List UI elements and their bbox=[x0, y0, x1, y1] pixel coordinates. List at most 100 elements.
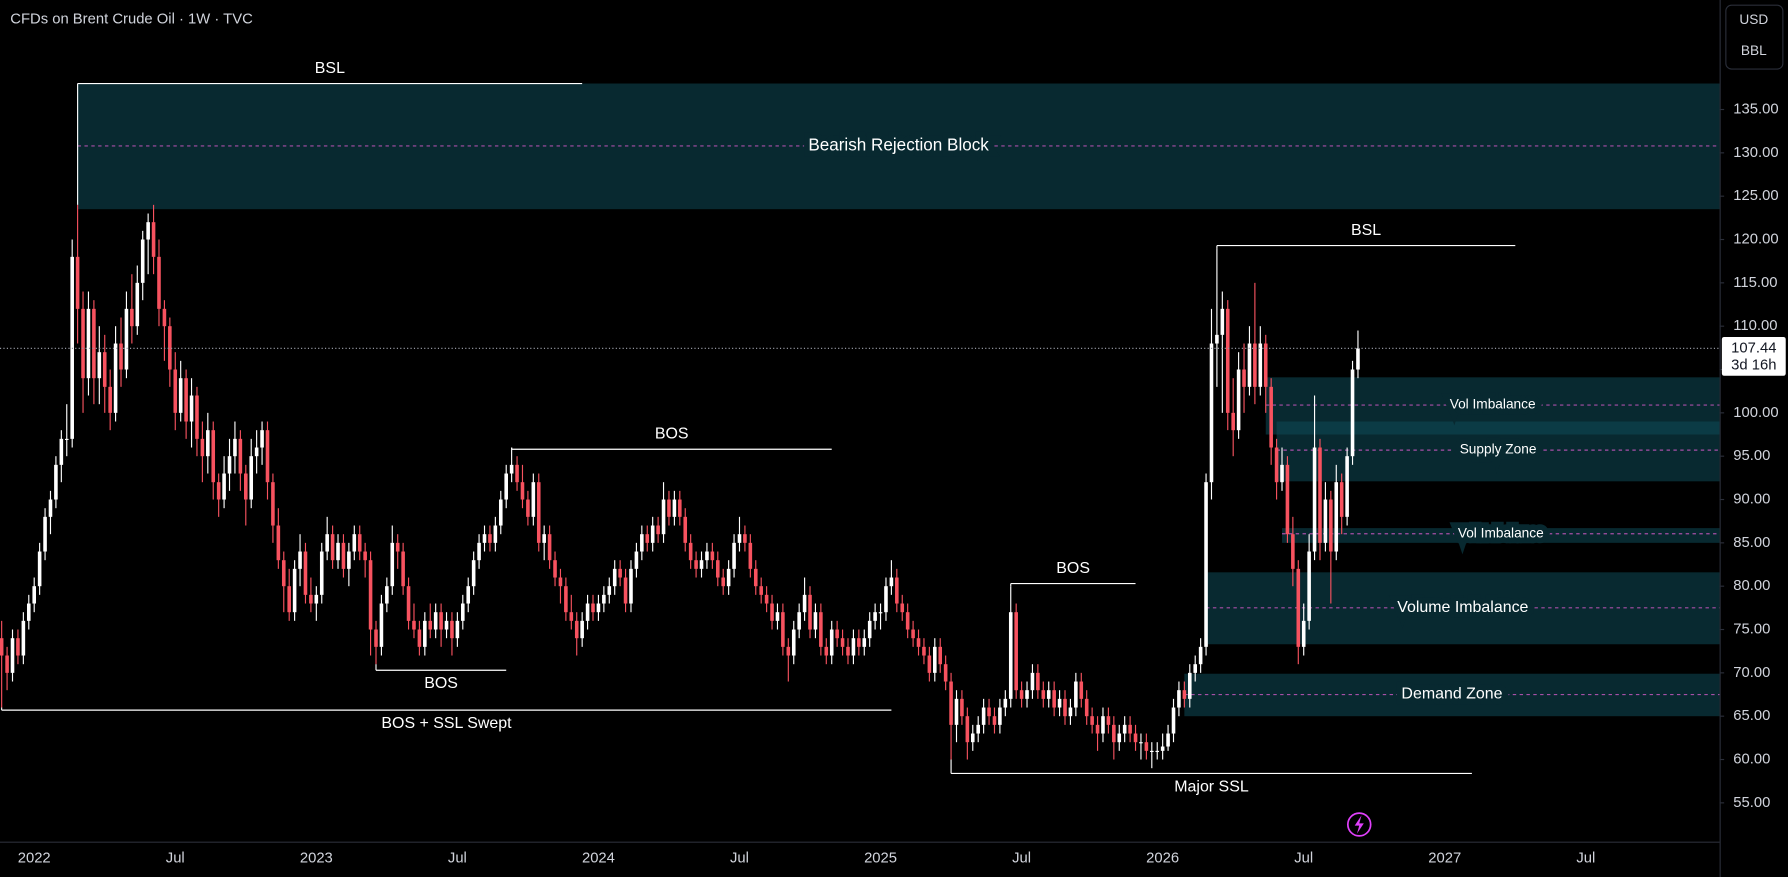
y-tick-label: 90.00 bbox=[1733, 491, 1770, 507]
candle-body bbox=[325, 534, 329, 552]
candle-body bbox=[140, 239, 145, 283]
candle-body bbox=[1008, 612, 1013, 699]
candle-body bbox=[1057, 698, 1062, 708]
candle-body bbox=[1063, 698, 1067, 717]
candle-body bbox=[987, 707, 991, 717]
candle-body bbox=[10, 638, 15, 673]
candle-body bbox=[184, 378, 188, 422]
candle-body bbox=[802, 594, 807, 613]
zone-label: Vol Imbalance bbox=[1450, 397, 1536, 412]
candle-body bbox=[86, 308, 91, 379]
candle-body bbox=[683, 516, 688, 543]
candle-body bbox=[1204, 482, 1208, 647]
level-label: BOS bbox=[655, 426, 689, 443]
candle-body bbox=[1182, 690, 1187, 699]
candle-body bbox=[1187, 672, 1192, 699]
candle-body bbox=[564, 586, 568, 613]
candle-body bbox=[1171, 707, 1176, 734]
candle-body bbox=[998, 707, 1002, 725]
candle-body bbox=[412, 620, 416, 630]
candle-body bbox=[64, 438, 69, 440]
candle-body bbox=[764, 594, 769, 604]
candle-body bbox=[829, 629, 834, 656]
unit[interactable]: BBL bbox=[1741, 43, 1767, 58]
candle-body bbox=[428, 620, 433, 630]
candle-body bbox=[298, 551, 302, 569]
candle-body bbox=[678, 499, 682, 517]
candle-body bbox=[168, 326, 172, 370]
candle-body bbox=[1307, 551, 1311, 621]
candle-body bbox=[743, 534, 747, 543]
x-tick-label: Jul bbox=[1012, 851, 1031, 867]
candle-body bbox=[748, 542, 753, 569]
symbol-title[interactable]: CFDs on Brent Crude Oil · 1W · TVC bbox=[10, 11, 253, 27]
candle-body bbox=[75, 256, 80, 309]
candle-body bbox=[553, 560, 557, 578]
candle-body bbox=[954, 698, 959, 725]
candle-body bbox=[813, 612, 818, 630]
candle-body bbox=[840, 638, 845, 647]
candle-body bbox=[1101, 716, 1105, 734]
candle-body bbox=[319, 551, 324, 595]
candle-body bbox=[102, 352, 107, 387]
candle-body bbox=[1242, 369, 1246, 387]
candle-body bbox=[5, 655, 9, 673]
last-price-label: 107.44 bbox=[1731, 340, 1776, 356]
candle-body bbox=[406, 586, 411, 621]
countdown: 3d 16h bbox=[1731, 357, 1776, 373]
candle-body bbox=[721, 577, 726, 587]
candle-body bbox=[1068, 707, 1073, 717]
candle-body bbox=[970, 733, 975, 743]
candle-body bbox=[965, 716, 970, 743]
candle-body bbox=[48, 499, 53, 517]
candle-body bbox=[450, 620, 454, 639]
candle-body bbox=[330, 534, 335, 561]
candle-body bbox=[385, 586, 389, 604]
x-tick-label: Jul bbox=[166, 851, 185, 867]
candle-body bbox=[1095, 724, 1100, 734]
candle-body bbox=[715, 560, 720, 578]
candle-body bbox=[992, 716, 997, 725]
candle-body bbox=[916, 638, 921, 647]
candle-body bbox=[531, 482, 536, 517]
candle-body bbox=[92, 308, 96, 379]
candle-body bbox=[1117, 733, 1122, 743]
candle-body bbox=[379, 603, 384, 647]
candle-body bbox=[1215, 334, 1219, 344]
candle-body bbox=[596, 603, 601, 613]
candle-body bbox=[254, 447, 259, 457]
y-tick-label: 55.00 bbox=[1733, 795, 1770, 811]
y-tick-label: 65.00 bbox=[1733, 708, 1770, 724]
candle-body bbox=[1263, 343, 1268, 387]
candle-body bbox=[694, 560, 698, 569]
candle-body bbox=[374, 629, 378, 647]
candle-body bbox=[1350, 369, 1355, 457]
candle-body bbox=[482, 534, 487, 543]
currency[interactable]: USD bbox=[1739, 12, 1768, 27]
candle-body bbox=[862, 638, 867, 647]
candle-body bbox=[1144, 742, 1149, 751]
lightning-icon[interactable] bbox=[1346, 812, 1372, 837]
candle-body bbox=[21, 620, 26, 656]
y-tick-label: 100.00 bbox=[1733, 405, 1778, 421]
candle-body bbox=[417, 629, 422, 647]
candle-body bbox=[1155, 750, 1160, 752]
candle-body bbox=[705, 551, 709, 561]
candle-body bbox=[477, 542, 481, 561]
zone-label: Vol Imbalance bbox=[1458, 525, 1544, 540]
candle-body bbox=[770, 603, 774, 621]
candle-body bbox=[130, 308, 134, 327]
currency-box[interactable] bbox=[1725, 4, 1784, 70]
x-tick-label: 2024 bbox=[582, 851, 615, 867]
x-tick-label: 2027 bbox=[1428, 851, 1461, 867]
level-label: BOS bbox=[1056, 560, 1090, 577]
candle-body bbox=[1133, 733, 1138, 743]
candle-body bbox=[1269, 386, 1273, 448]
candle-body bbox=[357, 534, 362, 552]
candle-body bbox=[835, 629, 839, 639]
candle-body bbox=[281, 560, 286, 587]
x-tick-label: 2026 bbox=[1146, 851, 1179, 867]
candle-body bbox=[1209, 343, 1214, 483]
zone-label: Supply Zone bbox=[1460, 442, 1537, 457]
zone bbox=[1282, 528, 1720, 543]
